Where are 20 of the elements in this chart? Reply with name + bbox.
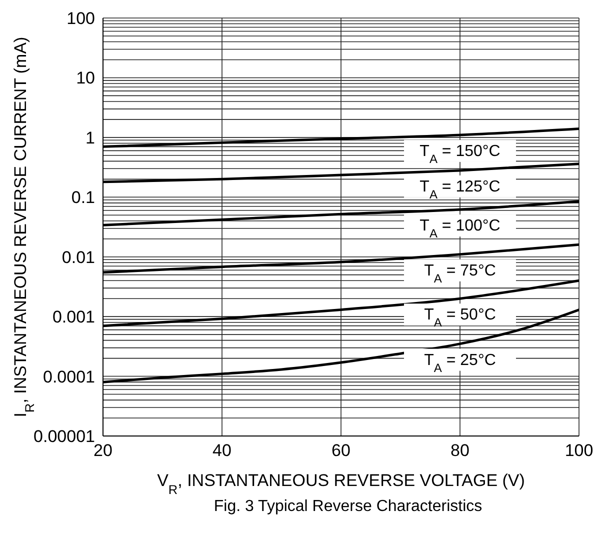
series-label: T$_{A}$ = 75°C (424, 262, 496, 286)
caption: Fig. 3 Typical Reverse Characteristics (212, 498, 484, 516)
x-tick-label: 100 (564, 441, 594, 460)
series-label: T$_{A}$ = 100°C (420, 218, 500, 241)
y-tick-label: 0.1 (71, 188, 95, 208)
x-tick-label: 40 (212, 441, 232, 460)
x-tick-label: 80 (450, 441, 470, 460)
y-tick-label: 0.00001 (34, 427, 95, 446)
x-tick-label: 60 (332, 441, 350, 460)
x-axis-title: V$_{R}$, INSTANTANEOUS REVERSE VOLTAGE (V) (157, 471, 525, 496)
y-tick-label: 10 (76, 68, 95, 88)
y-tick-label: 0.0001 (43, 367, 95, 386)
x-tick-label: 20 (94, 441, 112, 460)
y-tick-label: 0.01 (62, 248, 95, 267)
series-label: T$_{A}$ = 125°C (420, 178, 500, 202)
y-tick-label: 0.001 (52, 308, 95, 327)
y-tick-label: 100 (66, 9, 95, 28)
y-tick-label: 1 (86, 128, 95, 148)
series-label: T$_{A}$ = 25°C (424, 352, 496, 375)
series-label: T$_{A}$ = 150°C (420, 142, 500, 166)
